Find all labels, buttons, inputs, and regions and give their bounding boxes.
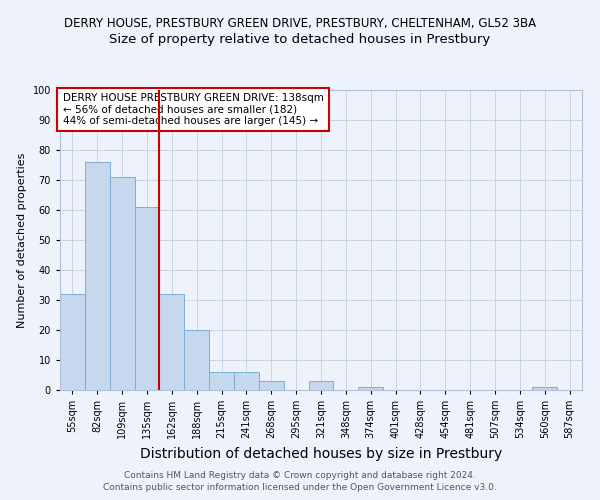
- Bar: [184, 330, 209, 390]
- Bar: [532, 387, 557, 390]
- Bar: [85, 162, 110, 390]
- Text: Size of property relative to detached houses in Prestbury: Size of property relative to detached ho…: [109, 32, 491, 46]
- Y-axis label: Number of detached properties: Number of detached properties: [17, 152, 27, 328]
- Bar: [110, 177, 134, 390]
- Bar: [234, 372, 259, 390]
- Text: DERRY HOUSE PRESTBURY GREEN DRIVE: 138sqm
← 56% of detached houses are smaller (: DERRY HOUSE PRESTBURY GREEN DRIVE: 138sq…: [62, 93, 323, 126]
- Bar: [209, 372, 234, 390]
- Text: Contains HM Land Registry data © Crown copyright and database right 2024.
Contai: Contains HM Land Registry data © Crown c…: [103, 471, 497, 492]
- Bar: [60, 294, 85, 390]
- Bar: [259, 381, 284, 390]
- Bar: [134, 207, 160, 390]
- Bar: [308, 381, 334, 390]
- Text: DERRY HOUSE, PRESTBURY GREEN DRIVE, PRESTBURY, CHELTENHAM, GL52 3BA: DERRY HOUSE, PRESTBURY GREEN DRIVE, PRES…: [64, 18, 536, 30]
- Bar: [160, 294, 184, 390]
- Bar: [358, 387, 383, 390]
- X-axis label: Distribution of detached houses by size in Prestbury: Distribution of detached houses by size …: [140, 446, 502, 460]
